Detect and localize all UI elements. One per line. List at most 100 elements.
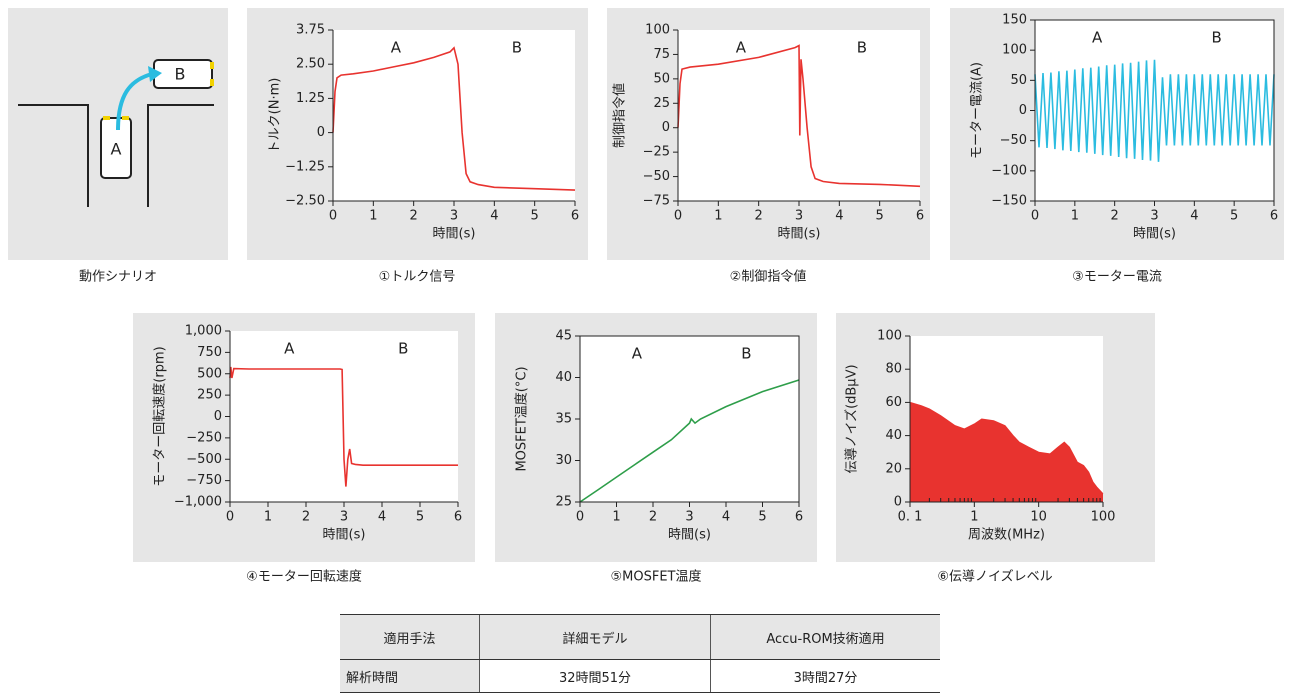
x-axis-label: 時間(s) — [323, 528, 366, 543]
x-tick-label: 4 — [835, 209, 843, 224]
y-tick-label: 100 — [645, 23, 670, 38]
x-tick-label: 1 — [1071, 209, 1079, 224]
y-axis-label: MOSFET温度(°C) — [514, 366, 530, 471]
y-tick-label: 40 — [885, 428, 902, 443]
y-tick-label: 1,000 — [185, 324, 222, 339]
y-tick-label: 100 — [877, 329, 902, 344]
y-tick-label: −75 — [643, 194, 670, 209]
y-tick-label: −100 — [991, 163, 1027, 178]
y-tick-label: 50 — [653, 71, 670, 86]
plot-area — [580, 336, 799, 502]
x-tick-label: 6 — [795, 510, 803, 525]
y-tick-label: 30 — [555, 453, 572, 468]
y-tick-label: −1,000 — [174, 495, 222, 510]
y-tick-label: −25 — [643, 145, 670, 160]
plot-area — [1035, 20, 1274, 201]
y-tick-label: 3.75 — [296, 23, 325, 38]
x-tick-label: 0 — [226, 510, 234, 525]
y-tick-label: 0 — [1019, 103, 1027, 118]
x-tick-label: 0. 1 — [898, 510, 923, 525]
x-tick-label: 1 — [264, 510, 272, 525]
y-tick-label: −150 — [991, 194, 1027, 209]
y-tick-label: 80 — [885, 362, 902, 377]
x-tick-label: 2 — [649, 510, 657, 525]
x-tick-label: 4 — [1190, 209, 1198, 224]
annotation: A — [736, 39, 747, 57]
y-tick-label: −750 — [186, 473, 222, 488]
light — [210, 79, 214, 86]
annotation: A — [391, 39, 402, 57]
y-tick-label: −50 — [1000, 133, 1027, 148]
header-cell: 適用手法 — [340, 615, 480, 660]
x-tick-label: 3 — [340, 510, 348, 525]
x-tick-label: 4 — [490, 209, 498, 224]
caption: ⑥伝導ノイズレベル — [937, 569, 1052, 585]
light — [210, 62, 214, 69]
plot-area — [230, 331, 458, 502]
annotation: A — [284, 340, 295, 358]
light — [103, 116, 110, 120]
x-tick-label: 5 — [531, 209, 539, 224]
y-tick-label: 1.25 — [296, 91, 325, 106]
y-tick-label: 0 — [662, 120, 670, 135]
y-tick-label: 0 — [894, 495, 902, 510]
x-tick-label: 0 — [329, 209, 337, 224]
x-axis-label: 時間(s) — [778, 227, 821, 242]
cell: 解析時間 — [340, 660, 480, 693]
y-tick-label: 40 — [555, 370, 572, 385]
x-axis-label: 周波数(MHz) — [968, 528, 1045, 543]
y-axis-label: トルク(N·m) — [268, 78, 283, 154]
x-tick-label: 3 — [1150, 209, 1158, 224]
header-cell: 詳細モデル — [480, 615, 711, 660]
car-label: A — [111, 140, 122, 159]
cell: 32時間51分 — [480, 660, 711, 693]
caption: 動作シナリオ — [79, 270, 157, 285]
y-axis-label: 制御指令値 — [612, 83, 628, 148]
cell: 3時間27分 — [711, 660, 941, 693]
header-cell: Accu-ROM技術適用 — [711, 615, 941, 660]
y-tick-label: 150 — [1002, 13, 1027, 28]
light — [122, 116, 129, 120]
row: 解析時間 32時間51分 3時間27分 — [340, 660, 940, 693]
x-tick-label: 5 — [416, 510, 424, 525]
caption: ④モーター回転速度 — [246, 569, 362, 585]
scenario: A B 動作シナリオ — [8, 8, 228, 285]
y-tick-label: −250 — [186, 430, 222, 445]
x-tick-label: 2 — [410, 209, 418, 224]
x-tick-label: 6 — [1270, 209, 1278, 224]
y-tick-label: 45 — [555, 329, 572, 344]
x-tick-label: 1 — [714, 209, 722, 224]
y-tick-label: −500 — [186, 452, 222, 467]
x-tick-label: 2 — [302, 510, 310, 525]
x-tick-label: 4 — [378, 510, 386, 525]
y-tick-label: 20 — [885, 461, 902, 476]
annotation: B — [741, 345, 751, 363]
y-tick-label: 60 — [885, 395, 902, 410]
y-tick-label: 75 — [653, 47, 670, 62]
x-tick-label: 2 — [755, 209, 763, 224]
header-row: 適用手法 詳細モデル Accu-ROM技術適用 — [340, 615, 940, 660]
y-axis-label: モーター電流(A) — [970, 62, 985, 159]
x-tick-label: 100 — [1091, 510, 1116, 525]
y-axis-label: モーター回転速度(rpm) — [152, 346, 168, 486]
x-tick-label: 3 — [685, 510, 693, 525]
x-tick-label: 0 — [674, 209, 682, 224]
y-tick-label: 500 — [197, 366, 222, 381]
y-tick-label: 750 — [197, 345, 222, 360]
y-tick-label: 100 — [1002, 43, 1027, 58]
plot-area — [333, 30, 575, 201]
y-tick-label: 0 — [317, 125, 325, 140]
x-tick-label: 5 — [758, 510, 766, 525]
y-tick-label: 35 — [555, 412, 572, 427]
x-tick-label: 1 — [612, 510, 620, 525]
x-tick-label: 5 — [876, 209, 884, 224]
x-axis-label: 時間(s) — [668, 528, 711, 543]
y-axis-label: 伝導ノイズ(dBμV) — [844, 364, 860, 473]
annotation: B — [857, 39, 867, 57]
caption: ③モーター電流 — [1072, 270, 1162, 285]
